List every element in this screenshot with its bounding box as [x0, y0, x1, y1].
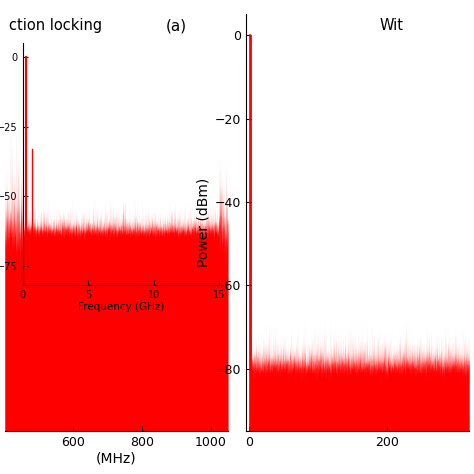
- Text: (a): (a): [165, 18, 187, 33]
- Text: Wit: Wit: [380, 18, 404, 33]
- Y-axis label: Power (dBm): Power (dBm): [196, 178, 210, 267]
- Text: ction locking: ction locking: [9, 18, 102, 33]
- X-axis label: (MHz): (MHz): [96, 452, 137, 466]
